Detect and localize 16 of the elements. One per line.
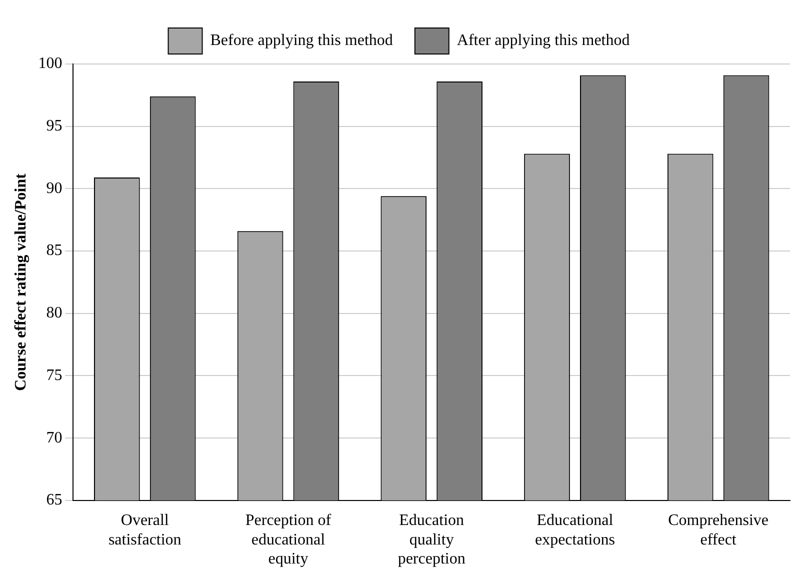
x-tick-label: Perception of educational equity	[245, 512, 332, 568]
x-tick-label: Educational expectations	[534, 512, 615, 548]
x-tick-label: Education quality perception	[398, 512, 466, 568]
y-tick-label: 70	[46, 429, 62, 446]
y-tick-label: 100	[38, 55, 62, 72]
y-axis-title: Course effect rating value/Point	[12, 172, 30, 391]
x-tick-label: Comprehensive effect	[668, 512, 769, 548]
x-tick-label: Overall satisfaction	[108, 512, 182, 548]
y-tick-label: 65	[46, 492, 62, 509]
y-tick-label: 90	[46, 180, 62, 197]
legend-label: After applying this method	[456, 32, 630, 50]
y-tick-label: 95	[46, 118, 62, 135]
y-tick-label: 80	[46, 304, 62, 322]
legend-label: Before applying this method	[210, 32, 393, 50]
y-tick-label: 75	[46, 366, 62, 384]
y-tick-label: 85	[46, 242, 62, 260]
